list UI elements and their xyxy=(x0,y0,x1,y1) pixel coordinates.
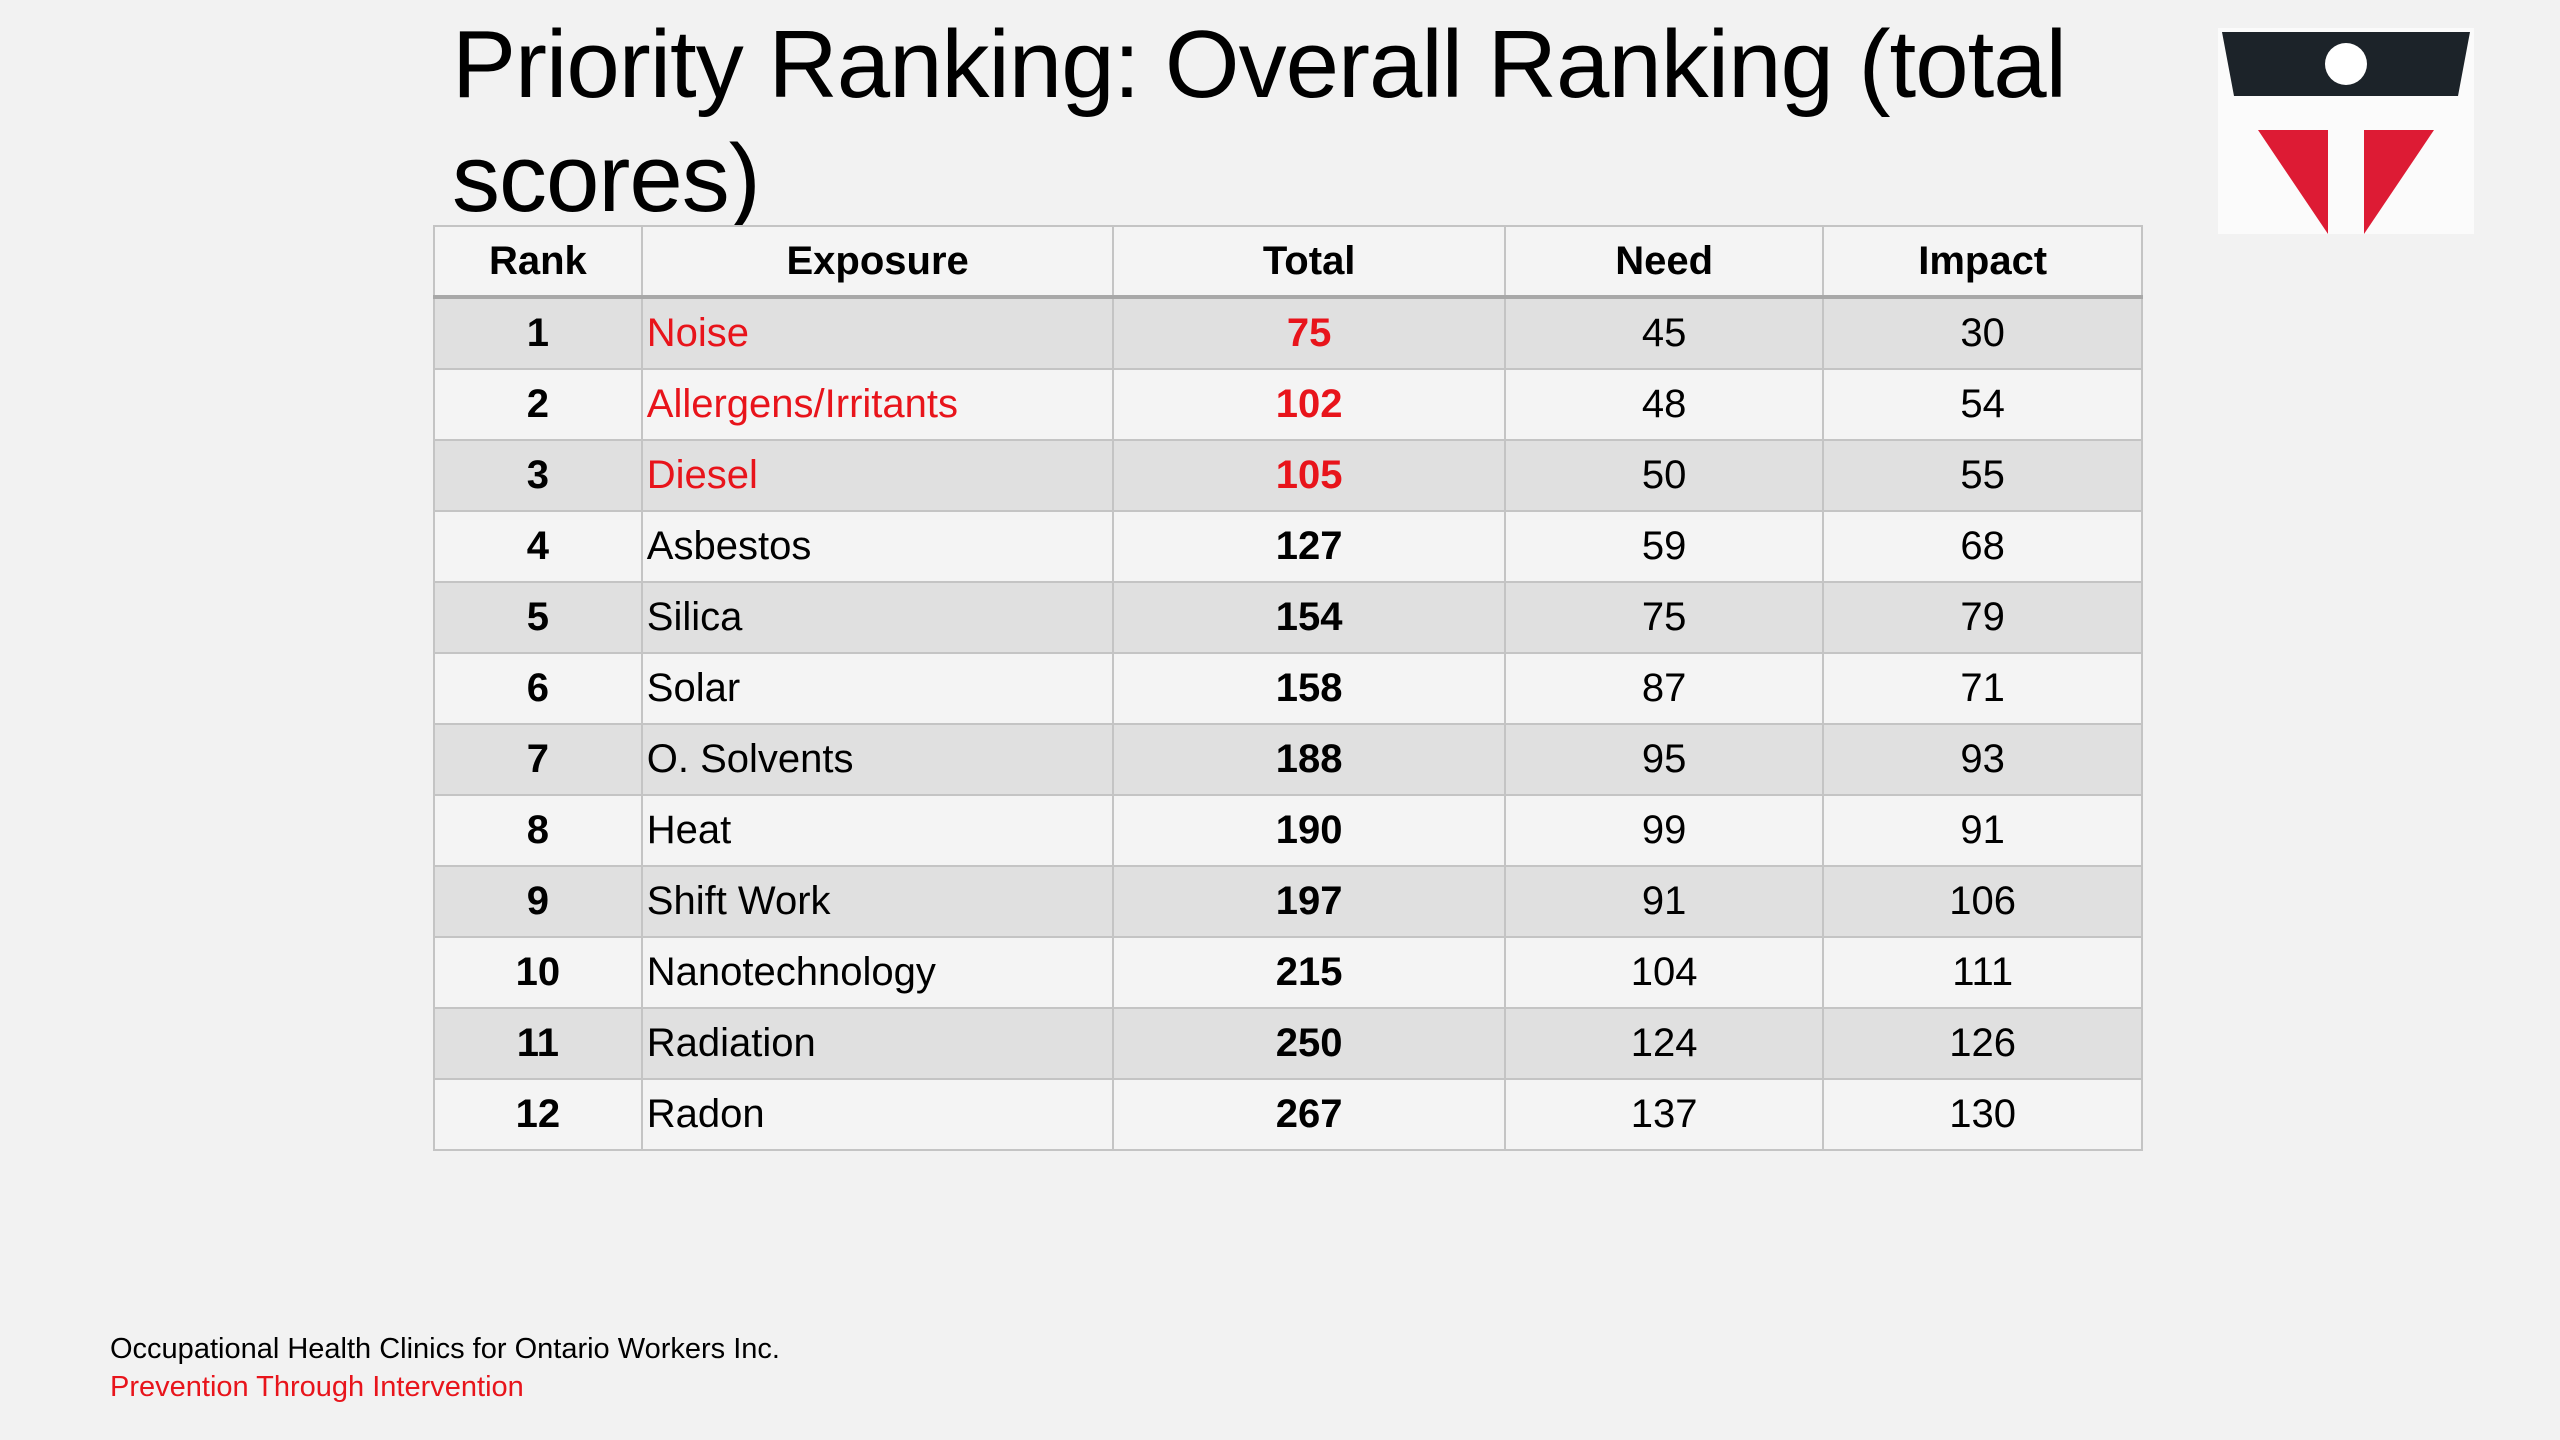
exposure-cell: Radon xyxy=(640,1078,1115,1151)
rank-cell: 10 xyxy=(433,936,643,1009)
impact-cell: 30 xyxy=(1822,296,2143,370)
rank-cell: 5 xyxy=(433,581,643,654)
need-cell: 99 xyxy=(1503,794,1825,867)
impact-cell: 55 xyxy=(1822,439,2143,512)
rank-cell: 11 xyxy=(433,1007,643,1080)
exposure-cell: Shift Work xyxy=(640,865,1115,938)
header-rank: Rank xyxy=(433,225,643,299)
total-cell: 250 xyxy=(1112,1007,1506,1080)
rank-cell: 7 xyxy=(433,723,643,796)
rank-cell: 9 xyxy=(433,865,643,938)
exposure-cell: Asbestos xyxy=(640,510,1115,583)
header-need: Need xyxy=(1503,225,1825,299)
rank-cell: 12 xyxy=(433,1078,643,1151)
need-cell: 45 xyxy=(1503,296,1825,370)
impact-cell: 71 xyxy=(1822,652,2143,725)
slide-title: Priority Ranking: Overall Ranking (total… xyxy=(452,11,2067,232)
need-cell: 50 xyxy=(1503,439,1825,512)
table-row: 7 O. Solvents 188 95 93 xyxy=(433,723,2143,796)
exposure-cell: Diesel xyxy=(640,439,1115,512)
need-cell: 91 xyxy=(1503,865,1825,938)
need-cell: 75 xyxy=(1503,581,1825,654)
table-row: 1 Noise 75 45 30 xyxy=(433,296,2143,370)
header-exposure: Exposure xyxy=(640,225,1115,299)
footer: Occupational Health Clinics for Ontario … xyxy=(110,1330,780,1406)
total-cell: 105 xyxy=(1112,439,1506,512)
exposure-cell: O. Solvents xyxy=(640,723,1115,796)
total-cell: 197 xyxy=(1112,865,1506,938)
need-cell: 137 xyxy=(1503,1078,1825,1151)
rank-cell: 2 xyxy=(433,368,643,441)
footer-tagline: Prevention Through Intervention xyxy=(110,1371,524,1403)
table-row: 6 Solar 158 87 71 xyxy=(433,652,2143,725)
need-cell: 95 xyxy=(1503,723,1825,796)
ohcow-logo-icon xyxy=(2218,28,2474,234)
total-cell: 190 xyxy=(1112,794,1506,867)
impact-cell: 126 xyxy=(1822,1007,2143,1080)
impact-cell: 106 xyxy=(1822,865,2143,938)
total-cell: 267 xyxy=(1112,1078,1506,1151)
rank-cell: 8 xyxy=(433,794,643,867)
need-cell: 104 xyxy=(1503,936,1825,1009)
exposure-cell: Allergens/Irritants xyxy=(640,368,1115,441)
table-row: 11 Radiation 250 124 126 xyxy=(433,1007,2143,1080)
need-cell: 87 xyxy=(1503,652,1825,725)
exposure-cell: Nanotechnology xyxy=(640,936,1115,1009)
exposure-cell: Radiation xyxy=(640,1007,1115,1080)
total-cell: 188 xyxy=(1112,723,1506,796)
rank-cell: 1 xyxy=(433,296,643,370)
impact-cell: 68 xyxy=(1822,510,2143,583)
total-cell: 158 xyxy=(1112,652,1506,725)
table-row: 8 Heat 190 99 91 xyxy=(433,794,2143,867)
rank-cell: 3 xyxy=(433,439,643,512)
impact-cell: 130 xyxy=(1822,1078,2143,1151)
table-row: 9 Shift Work 197 91 106 xyxy=(433,865,2143,938)
exposure-cell: Solar xyxy=(640,652,1115,725)
rank-cell: 4 xyxy=(433,510,643,583)
impact-cell: 111 xyxy=(1822,936,2143,1009)
impact-cell: 79 xyxy=(1822,581,2143,654)
total-cell: 75 xyxy=(1112,296,1506,370)
exposure-cell: Heat xyxy=(640,794,1115,867)
impact-cell: 93 xyxy=(1822,723,2143,796)
header-total: Total xyxy=(1112,225,1506,299)
exposure-cell: Noise xyxy=(640,296,1115,370)
impact-cell: 91 xyxy=(1822,794,2143,867)
total-cell: 215 xyxy=(1112,936,1506,1009)
total-cell: 127 xyxy=(1112,510,1506,583)
table-row: 10 Nanotechnology 215 104 111 xyxy=(433,936,2143,1009)
total-cell: 154 xyxy=(1112,581,1506,654)
need-cell: 59 xyxy=(1503,510,1825,583)
exposure-cell: Silica xyxy=(640,581,1115,654)
priority-ranking-table: Rank Exposure Total Need Impact 1 Noise 75… xyxy=(433,225,2143,1151)
table-header-row: Rank Exposure Total Need Impact xyxy=(433,225,2143,299)
need-cell: 48 xyxy=(1503,368,1825,441)
table-row: 2 Allergens/Irritants 102 48 54 xyxy=(433,368,2143,441)
rank-cell: 6 xyxy=(433,652,643,725)
need-cell: 124 xyxy=(1503,1007,1825,1080)
table-row: 5 Silica 154 75 79 xyxy=(433,581,2143,654)
table-row: 12 Radon 267 137 130 xyxy=(433,1078,2143,1151)
header-impact: Impact xyxy=(1822,225,2143,299)
total-cell: 102 xyxy=(1112,368,1506,441)
footer-organization: Occupational Health Clinics for Ontario … xyxy=(110,1333,780,1365)
impact-cell: 54 xyxy=(1822,368,2143,441)
table-row: 3 Diesel 105 50 55 xyxy=(433,439,2143,512)
table-row: 4 Asbestos 127 59 68 xyxy=(433,510,2143,583)
